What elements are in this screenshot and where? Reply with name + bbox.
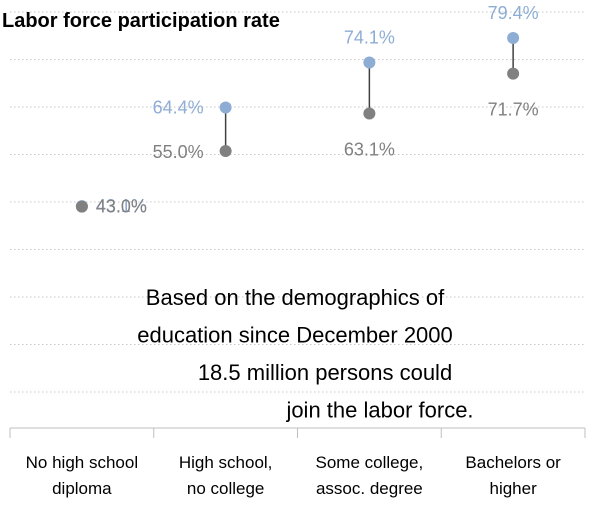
data-points [75, 31, 520, 213]
annotation-text: Based on the demographics of education si… [137, 285, 473, 423]
data-label: 55.0% [153, 142, 204, 162]
lower-point [363, 107, 376, 120]
x-axis [9, 427, 586, 438]
upper-point [507, 31, 520, 44]
data-labels: 43.1% 64.4% 74.1% 79.4% 43.0% 55.0% 63.1% 71.7% [96, 3, 539, 217]
data-label: 74.1% [344, 28, 395, 48]
data-label: 71.7% [488, 100, 539, 120]
annotation-line: 18.5 million persons could [198, 360, 452, 385]
upper-point [219, 101, 232, 114]
chart-title: Labor force participation rate [2, 10, 280, 32]
data-label: 63.1% [344, 139, 395, 159]
category-labels: No high school diploma High school, no coll… [26, 453, 562, 498]
data-label: 79.4% [488, 3, 539, 23]
annotation-line: join the labor force. [285, 398, 473, 423]
data-label: 43.0% [96, 197, 147, 217]
lower-point [507, 67, 520, 80]
annotation-line: education since December 2000 [137, 323, 453, 348]
data-label: 43.1% [96, 196, 147, 216]
category-label: diploma [52, 479, 112, 498]
annotation-line: Based on the demographics of [146, 285, 445, 310]
category-label: Some college, [316, 453, 424, 472]
category-label: High school, [179, 453, 273, 472]
lower-point [75, 200, 88, 213]
upper-point [363, 56, 376, 69]
category-label: No high school [26, 453, 138, 472]
lower-point [219, 145, 232, 157]
category-label: Bachelors or [465, 453, 561, 472]
category-label: higher [489, 479, 537, 498]
category-label: no college [187, 479, 265, 498]
data-label: 64.4% [153, 97, 204, 117]
connector-lines [81, 37, 514, 207]
category-label: assoc. degree [316, 479, 423, 498]
